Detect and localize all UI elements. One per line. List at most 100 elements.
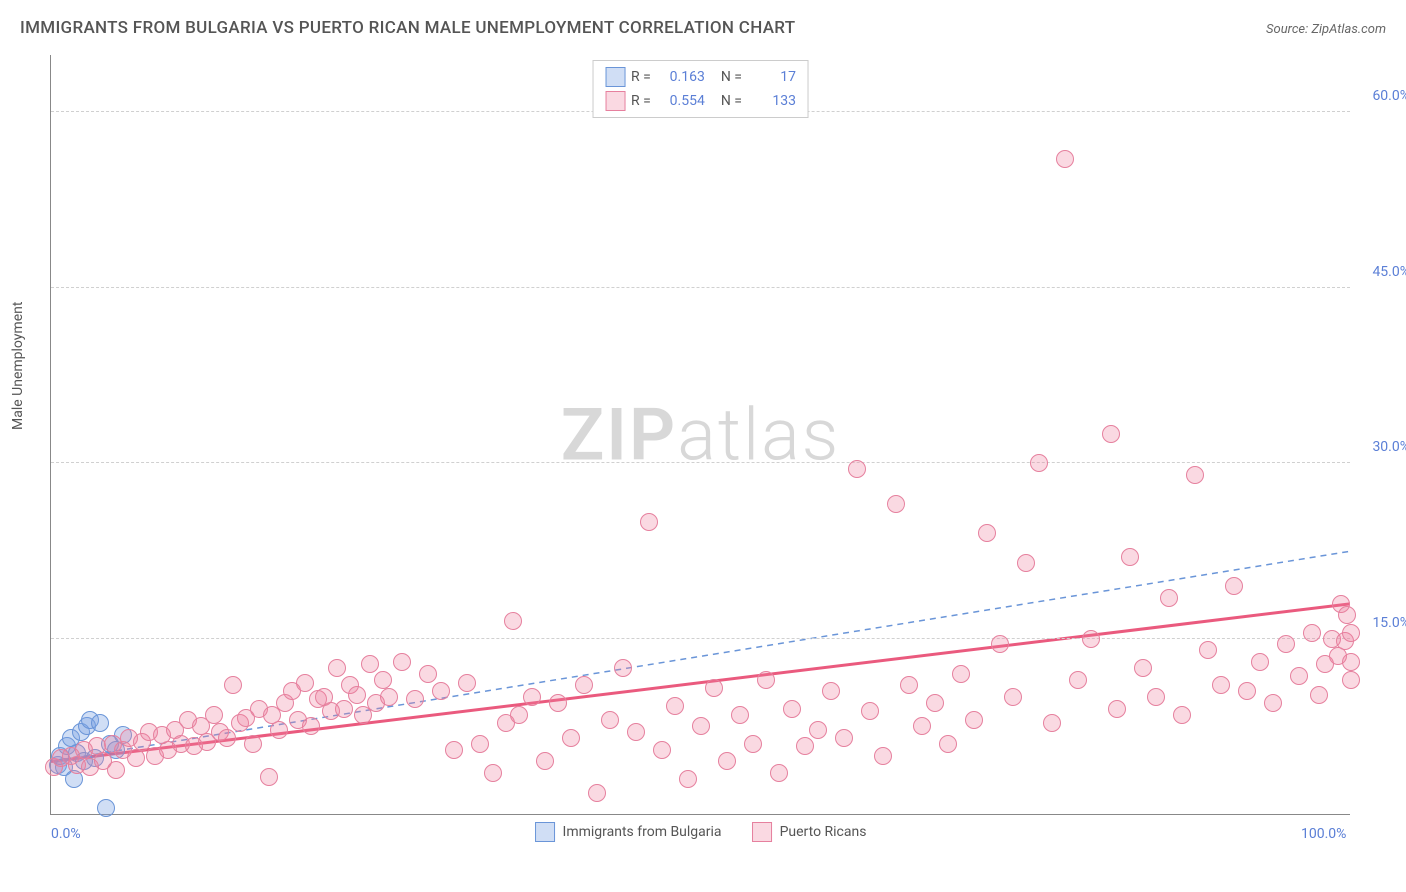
data-point xyxy=(770,764,788,782)
data-point xyxy=(692,717,710,735)
data-point xyxy=(1069,671,1087,689)
legend-item-2: Puerto Ricans xyxy=(752,822,867,842)
data-point xyxy=(822,682,840,700)
data-point xyxy=(809,721,827,739)
data-point xyxy=(887,495,905,513)
data-point xyxy=(302,717,320,735)
data-point xyxy=(1030,454,1048,472)
data-point xyxy=(627,723,645,741)
data-point xyxy=(406,690,424,708)
data-point xyxy=(1290,667,1308,685)
data-point xyxy=(1277,635,1295,653)
y-tick-label: 15.0% xyxy=(1355,615,1406,631)
data-point xyxy=(965,711,983,729)
data-point xyxy=(1108,700,1126,718)
data-point xyxy=(1212,676,1230,694)
data-point xyxy=(1251,653,1269,671)
data-point xyxy=(393,653,411,671)
data-point xyxy=(926,694,944,712)
data-point xyxy=(861,702,879,720)
data-point xyxy=(218,729,236,747)
data-point xyxy=(91,714,109,732)
data-point xyxy=(361,655,379,673)
gridline xyxy=(51,638,1350,639)
data-point xyxy=(744,735,762,753)
data-point xyxy=(205,706,223,724)
n-value-1: 17 xyxy=(748,69,796,85)
data-point xyxy=(1147,688,1165,706)
n-label-2: N = xyxy=(721,93,742,109)
r-label-2: R = xyxy=(631,93,651,109)
data-point xyxy=(348,686,366,704)
legend-item-1: Immigrants from Bulgaria xyxy=(535,822,722,842)
x-tick-label: 100.0% xyxy=(1301,826,1346,842)
data-point xyxy=(1303,624,1321,642)
data-point xyxy=(913,717,931,735)
data-point xyxy=(1160,589,1178,607)
legend-label-2: Puerto Ricans xyxy=(780,824,867,840)
data-point xyxy=(432,682,450,700)
y-tick-label: 45.0% xyxy=(1355,264,1406,280)
data-point xyxy=(1134,659,1152,677)
gridline xyxy=(51,462,1350,463)
data-point xyxy=(562,729,580,747)
data-point xyxy=(874,747,892,765)
data-point xyxy=(1264,694,1282,712)
data-point xyxy=(1004,688,1022,706)
data-point xyxy=(97,799,115,817)
data-point xyxy=(939,735,957,753)
n-label-1: N = xyxy=(721,69,742,85)
data-point xyxy=(1186,466,1204,484)
data-point xyxy=(731,706,749,724)
data-point xyxy=(783,700,801,718)
source-label: Source: xyxy=(1266,22,1308,37)
data-point xyxy=(270,721,288,739)
data-point xyxy=(260,768,278,786)
source-attribution: Source: ZipAtlas.com xyxy=(1266,22,1386,37)
data-point xyxy=(900,676,918,694)
chart-container: IMMIGRANTS FROM BULGARIA VS PUERTO RICAN… xyxy=(0,0,1406,892)
data-point xyxy=(374,671,392,689)
data-point xyxy=(471,735,489,753)
data-point xyxy=(335,700,353,718)
y-tick-label: 30.0% xyxy=(1355,439,1406,455)
r-value-2: 0.554 xyxy=(657,93,705,109)
data-point xyxy=(523,688,541,706)
data-point xyxy=(1102,425,1120,443)
r-label-1: R = xyxy=(631,69,651,85)
data-point xyxy=(952,665,970,683)
data-point xyxy=(244,735,262,753)
data-point xyxy=(653,741,671,759)
data-point xyxy=(1199,641,1217,659)
data-point xyxy=(536,752,554,770)
correlation-legend: R = 0.163 N = 17 R = 0.554 N = 133 xyxy=(592,60,809,118)
y-axis-title: Male Unemployment xyxy=(10,302,26,430)
data-point xyxy=(1082,630,1100,648)
legend-row-series-2: R = 0.554 N = 133 xyxy=(605,89,796,113)
data-point xyxy=(1342,624,1360,642)
data-point xyxy=(796,737,814,755)
watermark-bold: ZIP xyxy=(561,392,677,477)
data-point xyxy=(504,612,522,630)
data-point xyxy=(705,679,723,697)
data-point xyxy=(1238,682,1256,700)
x-tick-label: 0.0% xyxy=(51,826,81,842)
legend-row-series-1: R = 0.163 N = 17 xyxy=(605,65,796,89)
data-point xyxy=(1017,554,1035,572)
data-point xyxy=(1121,548,1139,566)
data-point xyxy=(1342,653,1360,671)
data-point xyxy=(510,706,528,724)
legend-swatch-1 xyxy=(605,67,625,87)
data-point xyxy=(848,460,866,478)
data-point xyxy=(1225,577,1243,595)
data-point xyxy=(991,635,1009,653)
legend-bottom-swatch-2 xyxy=(752,822,772,842)
data-point xyxy=(588,784,606,802)
data-point xyxy=(978,524,996,542)
series-legend: Immigrants from Bulgaria Puerto Ricans xyxy=(535,822,867,842)
data-point xyxy=(640,513,658,531)
data-point xyxy=(679,770,697,788)
data-point xyxy=(107,761,125,779)
legend-label-1: Immigrants from Bulgaria xyxy=(563,824,722,840)
data-point xyxy=(1310,686,1328,704)
